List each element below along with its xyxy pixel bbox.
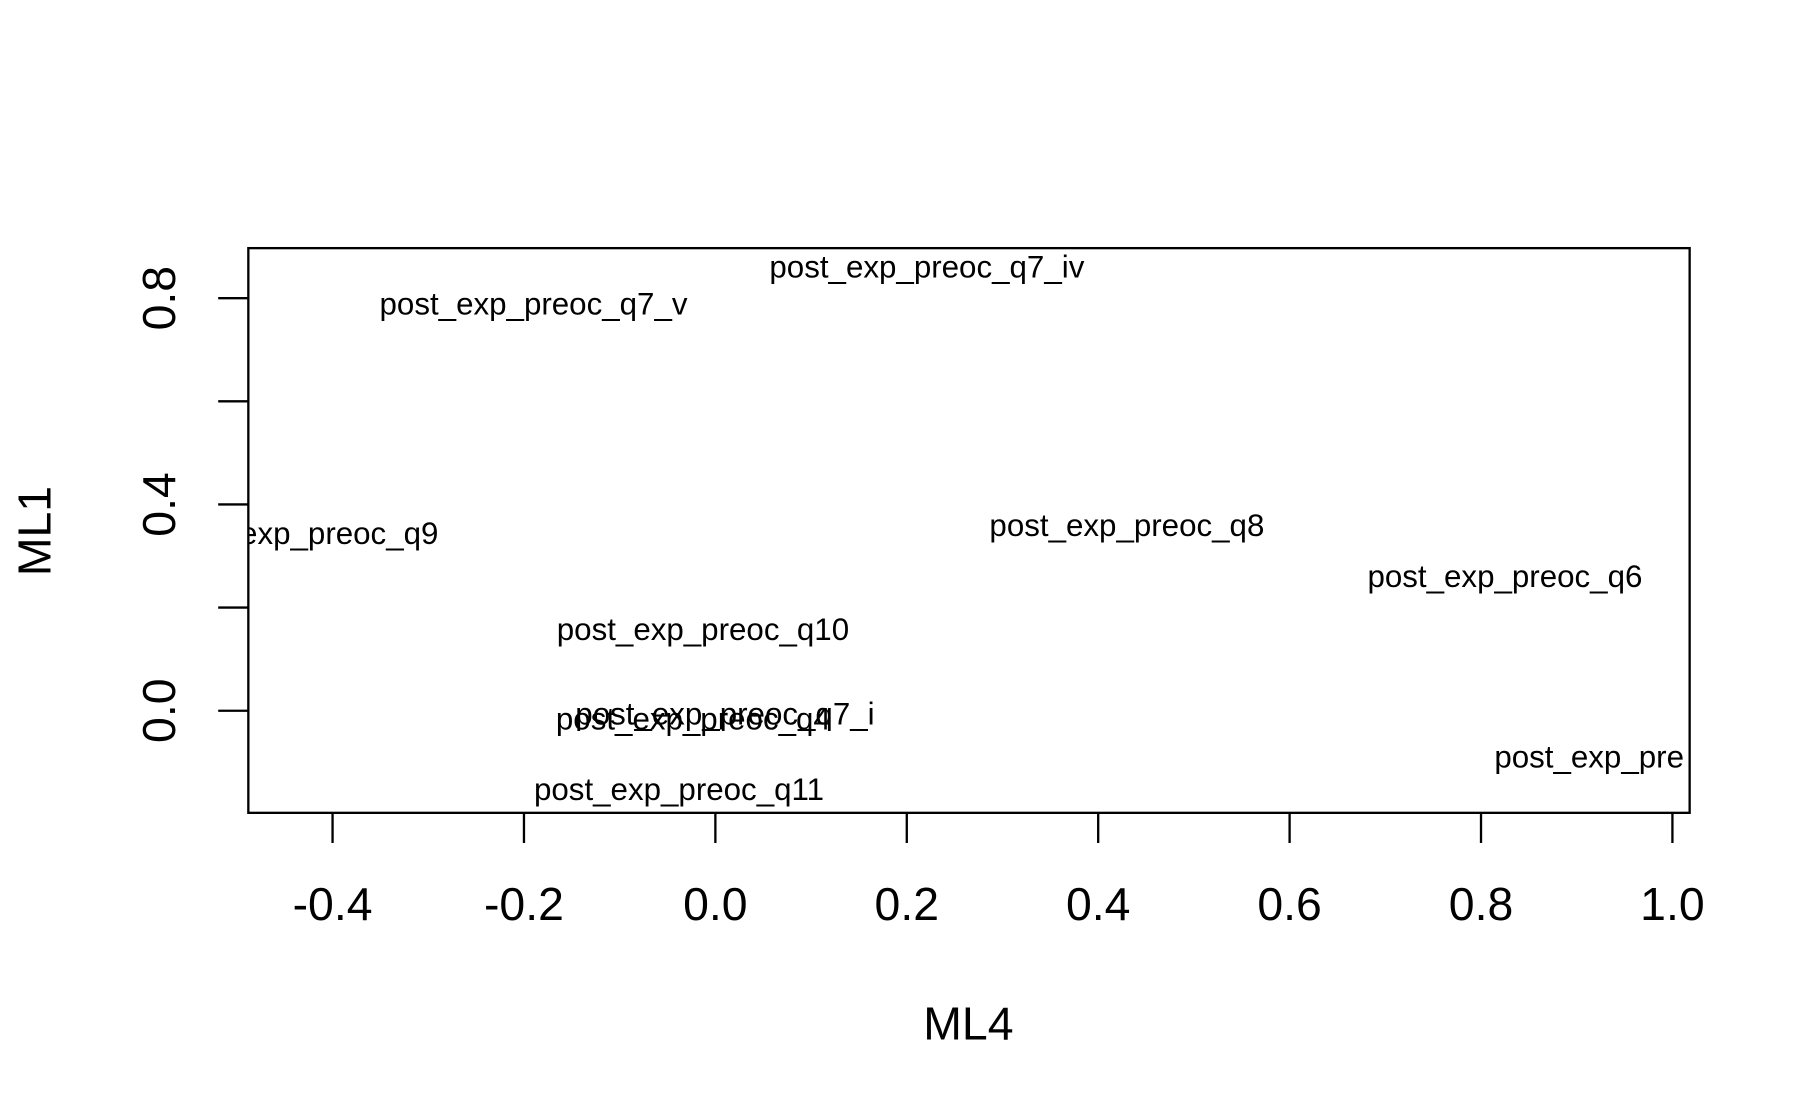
point-label: post_exp_preoc_q8 [989, 508, 1264, 543]
point-label: post_exp_pre [1494, 739, 1684, 774]
point-label: post_exp_preoc_q4 [556, 701, 831, 736]
x-tick-label: 0.2 [875, 878, 939, 930]
y-axis-title: ML1 [9, 486, 61, 576]
point-label: post_exp_preoc_q6 [1367, 559, 1642, 594]
point-label: post_exp_preoc_q7_iv [769, 250, 1084, 285]
y-tick-label: 0.8 [133, 266, 185, 330]
plot-box [247, 246, 1691, 814]
y-tick-label: 0.0 [133, 678, 185, 742]
x-axis-title: ML4 [923, 998, 1013, 1050]
y-tick-label: 0.4 [133, 472, 185, 536]
x-tick-label: 0.4 [1066, 878, 1130, 930]
point-label: post_exp_preoc_q11 [534, 772, 824, 807]
point-label: post_exp_preoc_q10 [557, 612, 849, 647]
x-tick-label: 0.6 [1257, 878, 1321, 930]
point-label: post_exp_preoc_q7_i [575, 697, 874, 732]
x-tick-label: 0.8 [1449, 878, 1513, 930]
x-tick-label: 0.0 [683, 878, 747, 930]
x-tick-label: -0.2 [484, 878, 564, 930]
points: post_exp_preoc_q7_iv post_exp_preoc_q7_vp… [164, 250, 1684, 807]
x-tick-label: 1.0 [1640, 878, 1704, 930]
x-tick-label: -0.4 [293, 878, 373, 930]
point-label: post_exp_preoc_q9 [164, 516, 439, 551]
point-label: post_exp_preoc_q7_v [380, 287, 688, 322]
